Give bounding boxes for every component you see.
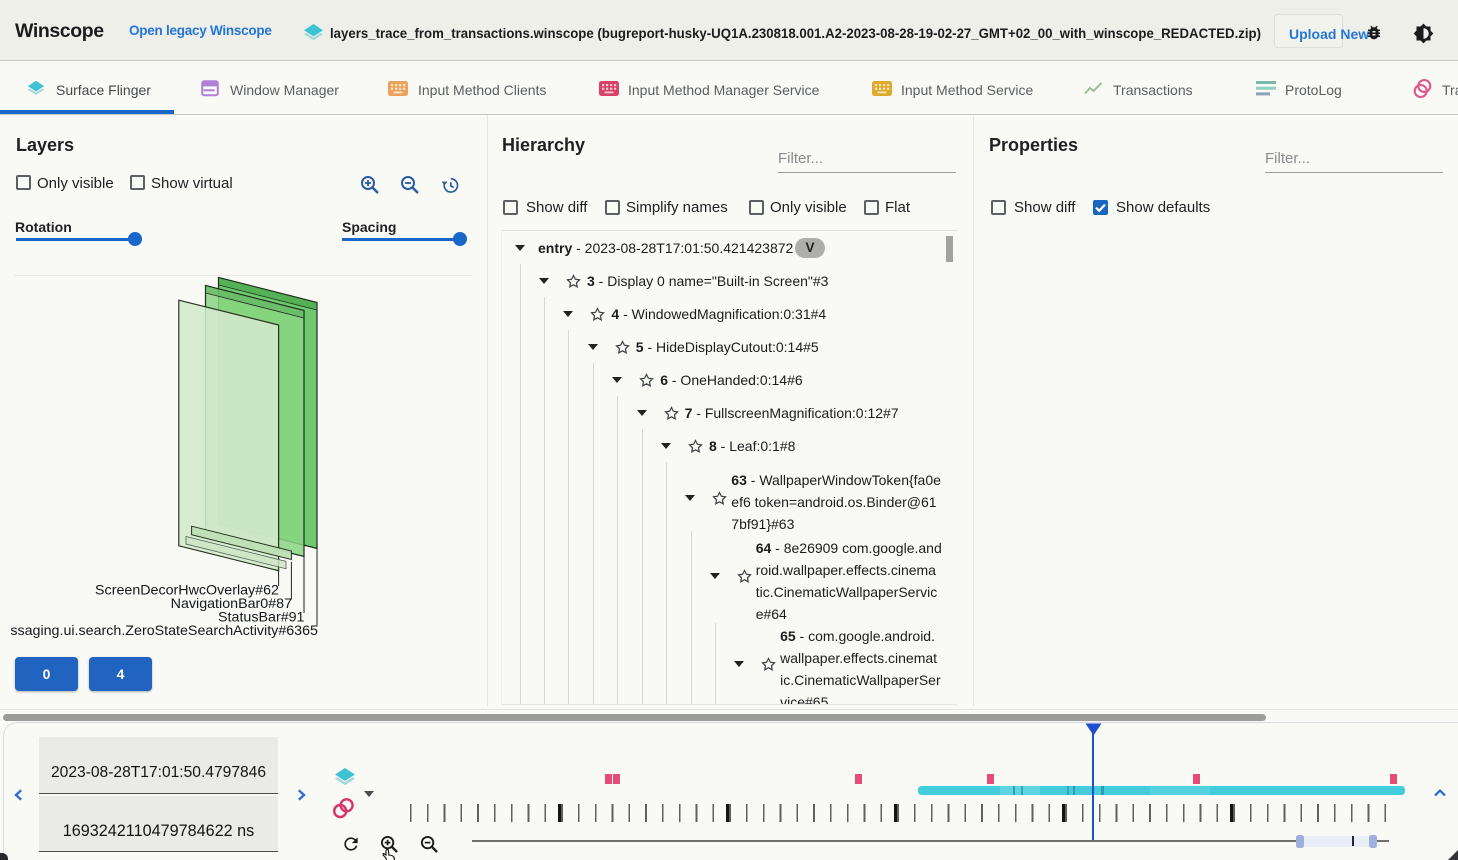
svg-text:ScreenDecorHwcOverlay#62: ScreenDecorHwcOverlay#62: [95, 583, 279, 599]
svg-text:StatusBar#91: StatusBar#91: [218, 610, 305, 626]
svg-text:ssaging.ui.search.ZeroStateSea: ssaging.ui.search.ZeroStateSearchActivit…: [10, 623, 318, 639]
svg-text:NavigationBar0#87: NavigationBar0#87: [171, 596, 292, 612]
